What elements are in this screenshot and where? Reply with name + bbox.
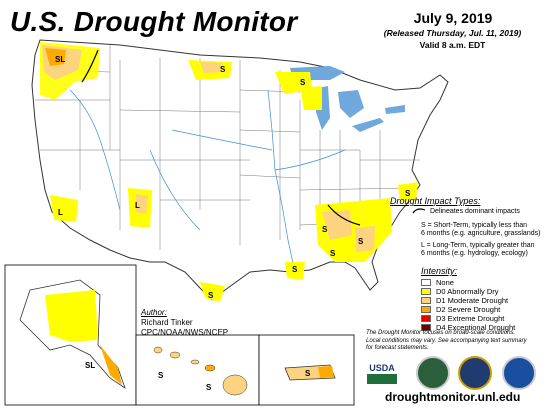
impact-legend-title: Drought Impact Types:	[390, 196, 481, 206]
note-line-3: for forecast statements.	[366, 345, 429, 351]
intensity-item: D4 Exceptional Drought	[421, 323, 515, 332]
hawaii-inset-frame	[135, 334, 260, 406]
intensity-swatch	[421, 297, 431, 304]
intensity-label: D4 Exceptional Drought	[436, 323, 516, 332]
intensity-item: D2 Severe Drought	[421, 305, 500, 314]
drought-areas	[40, 42, 418, 302]
usda-logo: USDA	[367, 360, 397, 384]
source-url[interactable]: droughtmonitor.unl.edu	[385, 390, 521, 404]
lake-huron	[338, 90, 364, 118]
lake-ontario	[385, 105, 405, 114]
intensity-swatch	[421, 315, 431, 322]
label-s-la: S	[292, 265, 298, 274]
label-s-upper-midwest: S	[300, 78, 306, 87]
d1-southeast	[322, 210, 352, 240]
puerto-rico-d2	[318, 366, 334, 378]
intensity-legend-title: Intensity:	[421, 266, 458, 276]
label-s-hawaii-1: S	[158, 371, 164, 380]
author-name: Richard Tinker	[141, 318, 193, 327]
impact-short-2: 6 months (e.g. agriculture, grasslands)	[421, 230, 541, 237]
impact-long-2: 6 months (e.g. hydrology, ecology)	[421, 250, 528, 257]
noaa-logo	[502, 356, 536, 390]
author-block: Author: Richard Tinker CPC/NOAA/NWS/NCEP	[141, 308, 228, 338]
impact-short-1: S = Short-Term, typically less than	[421, 222, 528, 229]
alaska-d0	[45, 290, 98, 342]
label-sl-pacific: SL	[55, 55, 65, 64]
rivers	[69, 89, 346, 269]
d0-texas	[200, 282, 225, 302]
intensity-label: None	[436, 278, 454, 287]
intensity-label: D2 Severe Drought	[436, 305, 501, 314]
author-heading: Author:	[141, 308, 167, 317]
d0-louisiana	[285, 262, 305, 280]
label-s-ga: S	[358, 237, 364, 246]
intensity-label: D3 Extreme Drought	[436, 314, 505, 323]
intensity-item: D3 Extreme Drought	[421, 314, 504, 323]
d0-michigan	[300, 86, 322, 110]
d1-arizona	[136, 194, 148, 214]
impact-line-icon	[412, 208, 426, 214]
ndmc-logo	[416, 356, 450, 390]
intensity-swatch	[421, 279, 431, 286]
impact-delineates: Delineates dominant impacts	[430, 208, 520, 215]
label-l-arizona: L	[135, 201, 140, 210]
impact-lines	[81, 49, 361, 226]
note-line-2: Local conditions may vary. See accompany…	[366, 337, 527, 344]
alaska-d1	[100, 345, 122, 385]
intensity-item: None	[421, 278, 454, 287]
label-s-al: S	[330, 249, 336, 258]
label-sl-alaska: SL	[85, 361, 95, 370]
intensity-label: D0 Abnormally Dry	[436, 287, 499, 296]
d0-carolinas	[398, 182, 418, 202]
hawaii-islands	[153, 346, 248, 396]
d2-pacific-nw	[45, 48, 66, 66]
intensity-swatch	[421, 288, 431, 295]
impact-long-1: L = Long-Term, typically greater than	[421, 242, 535, 249]
lake-erie	[352, 118, 384, 132]
d1-georgia	[355, 226, 375, 252]
label-l-california: L	[58, 208, 63, 217]
author-org: CPC/NOAA/NWS/NCEP	[141, 328, 229, 337]
map-title: U.S. Drought Monitor	[10, 6, 298, 37]
doc-logo	[458, 356, 492, 390]
intensity-item: D0 Abnormally Dry	[421, 287, 499, 296]
intensity-swatch	[421, 306, 431, 313]
intensity-swatch	[421, 324, 431, 331]
note-line-1: The Drought Monitor focuses on broad-sca…	[366, 330, 516, 336]
label-s-texas: S	[208, 291, 214, 300]
release-date: (Released Thursday, Jul. 11, 2019)	[383, 28, 522, 38]
state-borders	[35, 45, 420, 250]
usda-text: USDA	[369, 363, 395, 373]
label-s-montana: S	[220, 65, 226, 74]
disclaimer-note: The Drought Monitor focuses on broad-sca…	[366, 330, 544, 353]
intensity-item: D1 Moderate Drought	[421, 296, 508, 305]
d1-montana	[200, 62, 222, 73]
label-s-ms: S	[322, 225, 328, 234]
intensity-label: D1 Moderate Drought	[436, 296, 509, 305]
map-date: July 9, 2019	[413, 10, 493, 26]
d0-california	[50, 195, 78, 222]
label-s-hawaii-2: S	[206, 383, 212, 392]
valid-time: Valid 8 a.m. EDT	[419, 40, 486, 50]
label-s-nc: S	[405, 189, 411, 198]
label-s-puerto-rico: S	[305, 369, 311, 378]
